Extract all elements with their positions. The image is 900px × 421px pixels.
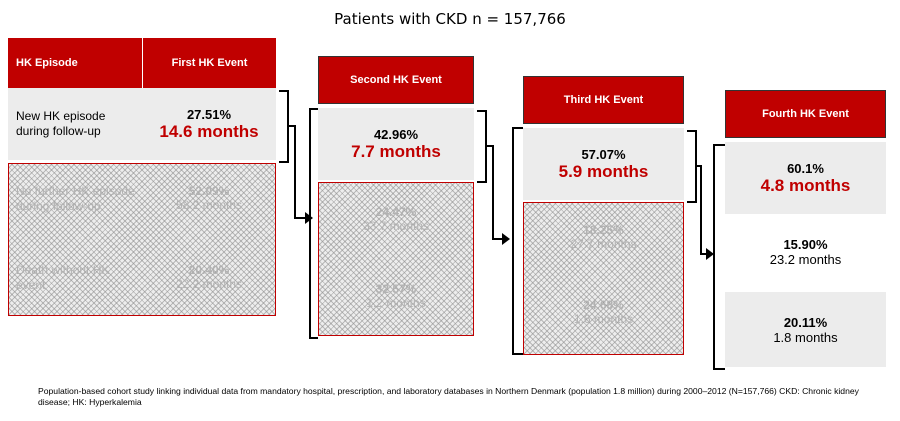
arrow-first-to-second [288,125,306,219]
first-new-months: 14.6 months [159,121,259,141]
third-death: 24.68% 1.6 months [523,298,684,326]
second-new-months: 7.7 months [351,141,441,161]
third-no-further-pct: 18.25% [583,223,624,237]
first-hk-event-header: First HK Event [142,38,276,88]
page-title: Patients with CKD n = 157,766 [334,10,566,28]
bracket-first-right [279,90,289,163]
second-hk-event-header: Second HK Event [318,56,474,104]
first-no-further: 52.09% 58.2 months [142,184,276,212]
footnote: Population-based cohort study linking in… [38,386,859,407]
new-episode-label-cell: New HK episode during follow-up [8,88,142,160]
death-label: Death without HK event [16,263,110,292]
fourth-new-months: 4.8 months [760,175,851,195]
bracket-third-left [512,127,523,355]
bracket-third-right [687,130,697,203]
first-no-further-pct: 52.09% [188,184,230,198]
first-death: 20.40% 22.2 months [142,263,276,291]
third-new-months: 5.9 months [558,161,649,181]
fourth-death-cell: 20.11% 1.8 months [725,292,886,367]
fourth-new-cell: 60.1% 4.8 months [725,142,886,214]
arrow-third-to-fourth [696,165,707,255]
third-new-cell: 57.07% 5.9 months [523,128,684,200]
first-no-further-months: 58.2 months [175,198,243,212]
second-no-further-months: 33.7 months [362,219,430,233]
fourth-no-further-months: 23.2 months [769,252,842,267]
no-further-label: No further HK episode during follow-up [16,184,135,213]
third-no-further: 18.25% 27.7 months [523,223,684,251]
third-outcomes-hatched-block [523,202,684,355]
fourth-death-pct: 20.11% [783,314,828,330]
arrow-second-to-third [486,145,503,240]
first-new-pct: 27.51% [186,106,232,122]
second-outcomes-hatched-block [318,182,474,336]
second-no-further: 24.47% 33.7 months [318,205,474,233]
second-death: 32.57% 1.2 months [318,282,474,310]
first-death-months: 22.2 months [175,277,243,291]
second-no-further-pct: 24.47% [375,205,417,219]
second-new-pct: 42.96% [373,126,419,142]
third-death-months: 1.6 months [573,312,634,326]
hk-episode-header: HK Episode [8,38,142,88]
fourth-no-further-cell: 15.90% 23.2 months [725,219,886,285]
fourth-new-pct: 60.1% [787,160,824,176]
third-hk-event-header: Third HK Event [523,76,684,124]
second-new-cell: 42.96% 7.7 months [318,108,474,180]
bracket-second-right [477,110,487,183]
third-new-pct: 57.07% [581,146,626,162]
fourth-hk-event-header: Fourth HK Event [725,90,886,138]
arrowhead-second [305,212,313,224]
bracket-second-left [309,108,318,339]
first-new-cell: 27.51% 14.6 months [142,88,276,160]
arrowhead-fourth [706,248,714,260]
bracket-fourth-left [713,144,725,370]
third-no-further-months: 27.7 months [570,237,637,251]
first-outcomes-hatched-block [8,163,276,316]
third-death-pct: 24.68% [583,298,624,312]
arrowhead-third [502,233,510,245]
fourth-death-months: 1.8 months [773,329,838,345]
fourth-no-further-pct: 15.90% [783,237,828,252]
new-episode-label: New HK episode during follow-up [16,109,106,138]
second-death-months: 1.2 months [366,296,426,310]
first-death-pct: 20.40% [188,263,230,277]
second-death-pct: 32.57% [375,282,417,296]
